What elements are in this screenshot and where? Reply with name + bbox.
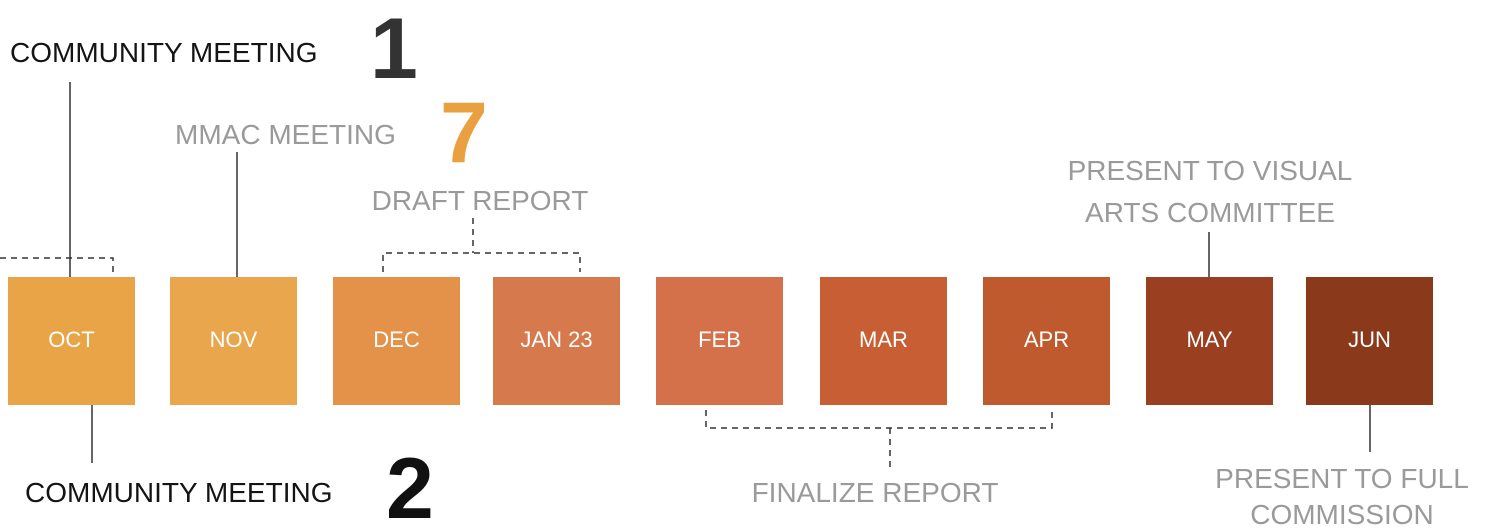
event-label: DRAFT REPORT	[372, 185, 589, 216]
event-label: MMAC MEETING	[175, 119, 396, 150]
month-box	[1306, 277, 1433, 405]
month-box	[333, 277, 460, 405]
month-label: APR	[1024, 327, 1069, 352]
month-box	[656, 277, 783, 405]
event-label: ARTS COMMITTEE	[1085, 197, 1335, 228]
month-label: JAN 23	[520, 327, 592, 352]
month-label: MAY	[1186, 327, 1232, 352]
month-label: FEB	[698, 327, 741, 352]
month-box	[983, 277, 1110, 405]
month-label: NOV	[210, 327, 258, 352]
event-label: COMMISSION	[1250, 499, 1434, 529]
event-label: COMMUNITY MEETING	[25, 477, 332, 508]
bracket	[0, 257, 114, 272]
event-label: FINALIZE REPORT	[752, 477, 999, 508]
month-label: JUN	[1348, 327, 1391, 352]
bracket	[705, 410, 1053, 429]
event-label: COMMUNITY MEETING	[10, 37, 317, 68]
event-label: PRESENT TO FULL	[1215, 463, 1469, 494]
month-box	[170, 277, 297, 405]
event-number: 7	[440, 85, 488, 181]
month-label: OCT	[48, 327, 94, 352]
month-label: DEC	[373, 327, 420, 352]
event-label: PRESENT TO VISUAL	[1068, 155, 1353, 186]
month-box	[493, 277, 620, 405]
bracket	[382, 252, 581, 272]
month-label: MAR	[859, 327, 908, 352]
event-number: 2	[386, 441, 434, 529]
month-box	[8, 277, 135, 405]
month-box	[820, 277, 947, 405]
event-number: 1	[370, 1, 418, 97]
month-box	[1146, 277, 1273, 405]
